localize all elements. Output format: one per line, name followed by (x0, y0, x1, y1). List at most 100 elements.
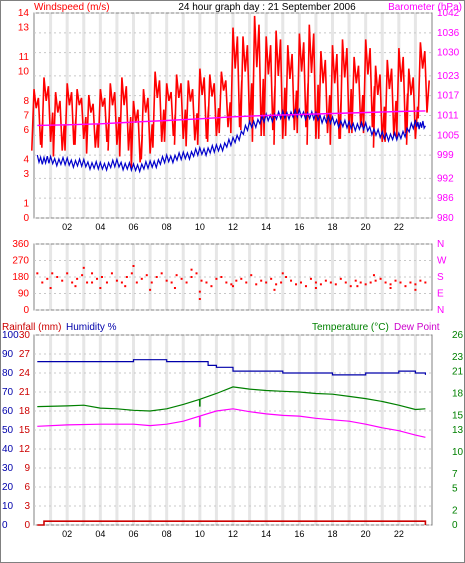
wind-direction-point (130, 272, 133, 275)
wind-direction-point (160, 272, 163, 275)
wind-direction-point (56, 276, 59, 278)
wind-direction-point (309, 277, 312, 280)
wind-x-tick-label: 20 (361, 222, 371, 232)
direction-y-tick-label: 360 (12, 239, 29, 250)
windspeed-y-tick-label: 11 (19, 52, 30, 63)
windspeed-y-tick-label: 0 (23, 213, 29, 224)
rainfall-y-tick-label: 18 (19, 406, 31, 417)
humidity-y-tick-label: 60 (2, 406, 14, 417)
wind-direction-point (339, 277, 342, 280)
direction-y-tick-label: 270 (12, 256, 29, 267)
wind-direction-point (414, 283, 417, 286)
wind-direction-point (215, 277, 218, 280)
compass-label: N (437, 305, 444, 316)
climate-x-tick-label: 16 (294, 529, 304, 539)
windspeed-y-tick-label: 3 (23, 169, 29, 180)
rainfall-y-tick-label: 15 (19, 425, 31, 436)
wind-direction-point (225, 281, 228, 284)
windspeed-y-tick-label: 7 (23, 111, 29, 122)
rain-humidity-temperature-panel: 0102030405060708090100036912151821242730… (2, 330, 464, 539)
wind-direction-point (414, 288, 417, 291)
climate-x-tick-label: 04 (95, 529, 105, 539)
climate-x-tick-label: 20 (361, 529, 371, 539)
climate-x-tick-label: 14 (261, 529, 271, 539)
barometer-line (37, 110, 426, 127)
barometer-y-tick-label: 1005 (437, 130, 460, 141)
wind-x-tick-label: 14 (261, 222, 271, 232)
rainfall-line (37, 520, 427, 526)
humidity-y-tick-label: 40 (2, 444, 14, 455)
wind-direction-point (230, 283, 233, 286)
barometer-y-tick-label: 999 (437, 150, 454, 161)
windspeed-y-tick-label: 13 (18, 23, 30, 34)
wind-direction-point (260, 279, 263, 282)
wind-direction-point (304, 285, 307, 288)
wind-direction-point (349, 285, 352, 288)
wind-direction-point (364, 283, 367, 286)
temperature-y-tick-label: 21 (452, 367, 464, 378)
humidity-y-tick-label: 100 (2, 330, 19, 341)
rainfall-y-tick-label: 0 (24, 520, 30, 531)
wind-direction-point (86, 281, 89, 284)
rainfall-y-tick-label: 9 (24, 463, 30, 474)
wind-direction-point (314, 287, 317, 289)
wind-x-tick-label: 06 (128, 222, 138, 232)
wind-direction-point (359, 281, 362, 284)
wind-direction-point (49, 287, 52, 289)
rainfall-y-tick-label: 3 (24, 501, 30, 512)
wind-direction-point (173, 287, 176, 289)
wind-direction-point (245, 281, 248, 284)
wind-direction-point (66, 272, 69, 275)
compass-label: E (437, 289, 444, 300)
wind-direction-point (175, 274, 178, 277)
wind-x-tick-label: 02 (62, 222, 72, 232)
wind-x-tick-label: 12 (228, 222, 238, 232)
wind-direction-point (145, 274, 148, 277)
wind-direction-point (334, 283, 337, 286)
wind-direction-point (399, 281, 402, 284)
wind-x-tick-label: 18 (327, 222, 337, 232)
wind-direction-point (374, 279, 377, 282)
rainfall-y-tick-label: 24 (19, 368, 31, 379)
climate-x-tick-label: 18 (327, 529, 337, 539)
wind-direction-point (290, 279, 293, 282)
wind-direction-point (170, 281, 173, 284)
barometer-y-tick-label: 986 (437, 193, 454, 204)
wind-direction-point (190, 268, 193, 271)
temperature-y-tick-label: 0 (452, 520, 458, 531)
wind-direction-point (155, 276, 158, 278)
wind-direction-point (140, 277, 143, 280)
rainfall-y-tick-label: 12 (19, 444, 31, 455)
temperature-y-tick-label: 18 (452, 388, 464, 399)
wind-direction-point (150, 281, 153, 284)
barometer-y-tick-label: 1036 (437, 28, 460, 39)
wind-direction-point (404, 285, 407, 288)
wind-direction-point (190, 276, 193, 278)
compass-label: N (437, 239, 444, 250)
wind-barometer-panel: 0134678101113149809869929991005101110171… (18, 8, 460, 232)
wind-direction-point (132, 265, 135, 267)
temperature-y-tick-label: 10 (452, 447, 464, 458)
humidity-line (37, 359, 426, 376)
wind-direction-point (354, 279, 357, 282)
humidity-y-tick-label: 10 (2, 501, 14, 512)
compass-label: S (437, 272, 444, 283)
graph-title: 24 hour graph day : 21 September 2006 (178, 2, 356, 13)
temperature-y-tick-label: 23 (452, 352, 464, 363)
wind-direction-point (409, 281, 412, 284)
wind-direction-point (205, 281, 208, 284)
wind-x-tick-label: 16 (294, 222, 304, 232)
barometer-y-tick-label: 1042 (437, 8, 460, 19)
barometer-y-tick-label: 1023 (437, 71, 460, 82)
wind-direction-point (210, 285, 213, 288)
compass-label: W (437, 256, 447, 267)
wind-direction-point (41, 281, 44, 284)
wind-x-tick-label: 04 (95, 222, 105, 232)
temperature-y-tick-label: 13 (452, 425, 464, 436)
climate-x-tick-label: 22 (394, 529, 404, 539)
barometer-axis-title: Barometer (hPa) (388, 2, 462, 13)
wind-direction-point (74, 285, 77, 288)
humidity-y-tick-label: 30 (2, 463, 14, 474)
